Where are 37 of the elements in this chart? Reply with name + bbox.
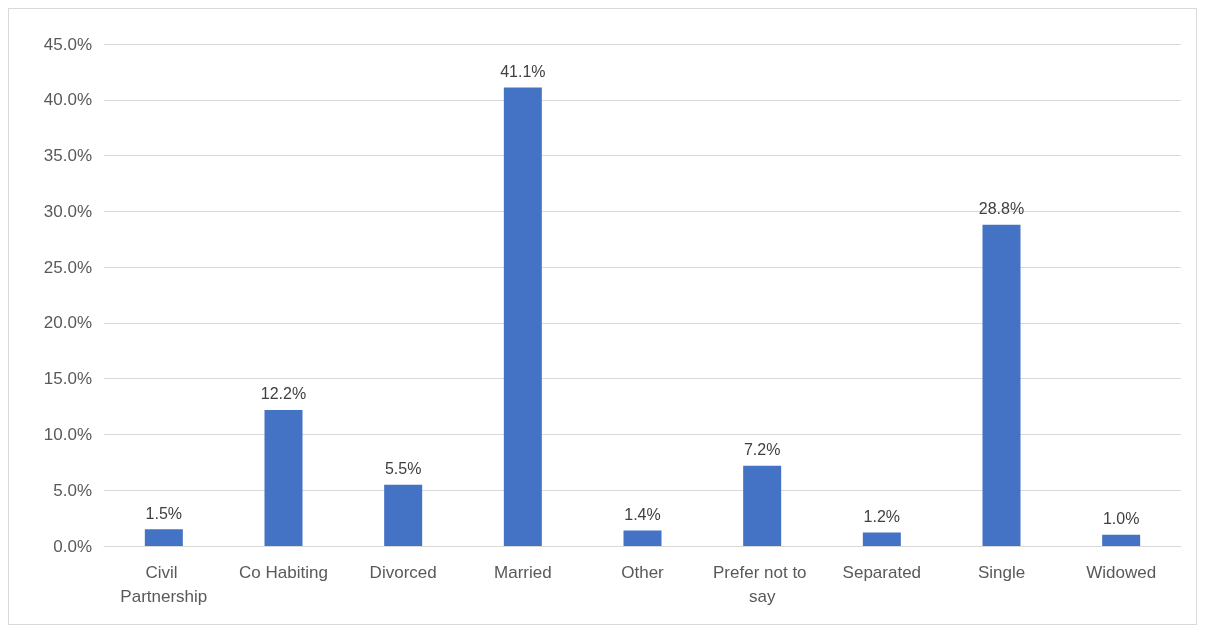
y-tick-label: 35.0%	[43, 146, 92, 166]
data-label: 7.2%	[743, 441, 781, 459]
x-tick-label: Divorced	[369, 562, 437, 582]
x-tick-label: Single	[977, 562, 1026, 582]
y-tick-label: 20.0%	[43, 313, 92, 333]
bar	[1102, 534, 1141, 546]
x-tick-label: Widowed	[1086, 562, 1157, 582]
bar	[264, 409, 303, 546]
bar	[503, 87, 542, 546]
data-label: 12.2%	[260, 385, 307, 403]
y-tick-label: 45.0%	[43, 34, 92, 54]
data-label: 28.8%	[978, 200, 1025, 218]
x-tick-label: Married	[494, 562, 552, 582]
bar	[862, 532, 901, 546]
bar	[743, 465, 782, 546]
data-label: 1.5%	[145, 504, 183, 522]
bar	[982, 224, 1021, 546]
data-label: 1.4%	[624, 505, 661, 523]
data-label: 41.1%	[500, 63, 546, 81]
bar	[144, 529, 183, 546]
bar	[623, 530, 662, 546]
data-label: 1.2%	[863, 508, 901, 526]
data-label: 5.5%	[384, 460, 422, 478]
y-tick-label: 10.0%	[43, 424, 92, 444]
data-label: 1.0%	[1102, 510, 1140, 528]
x-tick-label: Civil Partnership	[120, 562, 208, 606]
y-tick-label: 40.0%	[43, 90, 92, 110]
bar	[384, 484, 423, 546]
x-tick-label: Prefer not to say	[713, 562, 812, 606]
y-tick-label: 25.0%	[43, 257, 92, 277]
x-tick-label: Separated	[842, 562, 922, 582]
x-tick-label: Co Habiting	[239, 562, 328, 582]
y-tick-label: 15.0%	[43, 369, 92, 389]
y-tick-label: 30.0%	[43, 201, 92, 221]
y-tick-label: 5.0%	[53, 480, 92, 500]
x-tick-label: Other	[621, 562, 665, 582]
y-tick-label: 0.0%	[53, 536, 92, 556]
